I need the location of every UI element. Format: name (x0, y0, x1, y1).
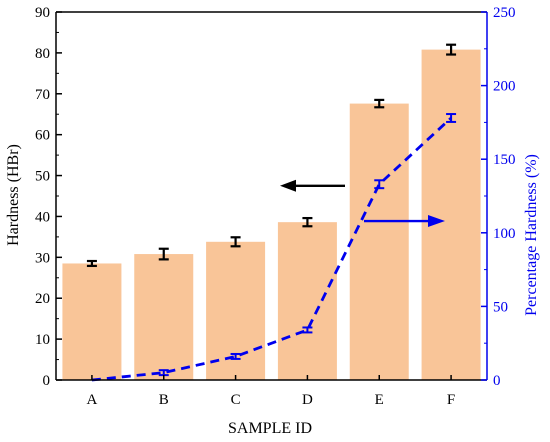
bar-D (277, 222, 337, 380)
bar-error-E (374, 98, 385, 109)
line-series (91, 113, 457, 382)
x-tick-label-F: F (447, 392, 455, 408)
bar-error-D (302, 216, 313, 228)
bar-error-bars (86, 43, 457, 268)
line-error-C (230, 352, 241, 360)
bar-A (62, 263, 122, 380)
x-axis-title: SAMPLE ID (228, 420, 312, 437)
y-left-tick-label: 90 (35, 5, 50, 21)
bars-group (62, 49, 481, 381)
bar-error-F (446, 43, 457, 56)
percentage-line (91, 116, 453, 382)
x-tick-label-E: E (375, 392, 384, 408)
y-right-tick-label: 150 (493, 152, 516, 168)
bar-B (134, 254, 194, 380)
bar-error-A (86, 259, 97, 268)
y-right-tick-label: 0 (493, 373, 501, 389)
bar-error-B (158, 247, 169, 261)
y-left-tick-label: 10 (35, 332, 50, 348)
x-tick-label-A: A (86, 392, 97, 408)
y-right-tick-label: 200 (493, 79, 516, 95)
y-left-tick-label: 20 (35, 291, 50, 307)
x-tick-label-C: C (231, 392, 241, 408)
y-left-tick-label: 30 (35, 250, 50, 266)
line-error-E (374, 179, 385, 190)
y-left-tick-label: 60 (35, 128, 50, 144)
y-right-tick-label: 50 (493, 299, 508, 315)
annotations (280, 179, 445, 228)
y-left-tick-label: 0 (43, 373, 51, 389)
y-left-tick-label: 70 (35, 87, 50, 103)
y-right-axis-title: Percentage Hardness (%) (523, 154, 540, 316)
y-left-tick-label: 50 (35, 169, 50, 185)
bar-error-C (230, 236, 241, 248)
x-tick-label-D: D (302, 392, 313, 408)
left-arrow-head (280, 179, 296, 192)
bar-F (421, 49, 481, 381)
x-tick-label-B: B (159, 392, 169, 408)
y-right-tick-label: 250 (493, 5, 516, 21)
line-error-D (302, 326, 313, 334)
y-left-axis-title: Hardness (HBr) (5, 144, 22, 246)
bar-E (349, 103, 409, 380)
y-left-tick-label: 80 (35, 46, 50, 62)
axes: 0 10 20 30 40 50 60 70 80 90 0 50 100 150 200 250 A B C D E F (35, 5, 516, 408)
y-left-tick-label: 40 (35, 209, 50, 225)
line-error-F (446, 113, 457, 123)
y-right-tick-label: 100 (493, 226, 516, 242)
right-arrow-head (428, 215, 445, 228)
